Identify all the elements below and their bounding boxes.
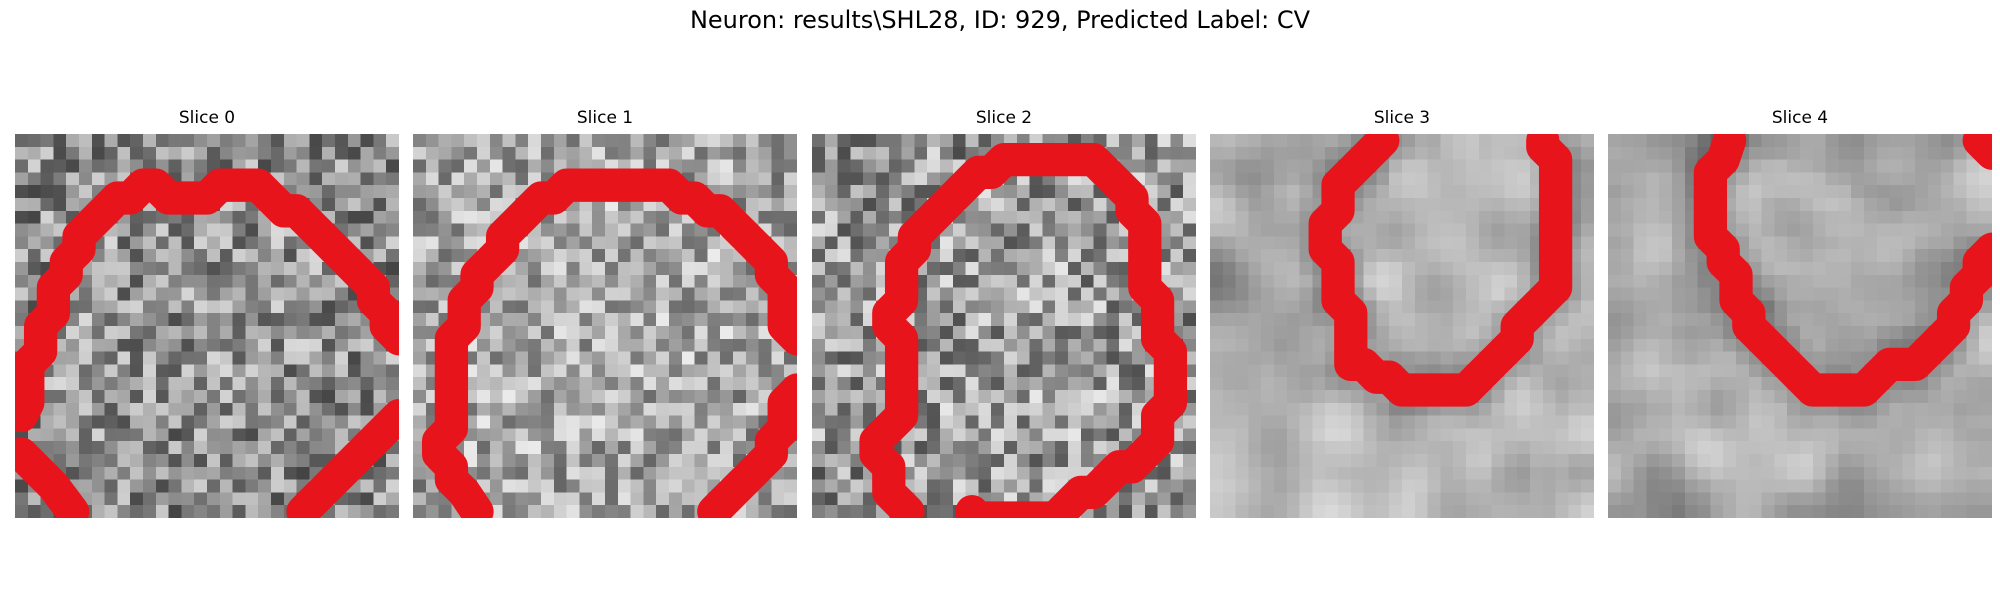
contour-overlay-0 bbox=[15, 168, 399, 518]
segmentation-contour bbox=[1693, 134, 1992, 407]
slice-title-1: Slice 1 bbox=[576, 108, 634, 128]
segmentation-contour bbox=[1308, 134, 1573, 407]
segmentation-contour bbox=[1962, 134, 1992, 170]
segmentation-contour bbox=[697, 373, 797, 518]
slice-title-3: Slice 3 bbox=[1373, 108, 1431, 128]
slice-image-4 bbox=[1608, 134, 1992, 518]
segmentation-contour bbox=[15, 437, 90, 518]
slice-title-0: Slice 0 bbox=[178, 108, 236, 128]
contour-overlay-1 bbox=[421, 168, 797, 518]
segmentation-contour bbox=[859, 142, 1188, 518]
slice-title-2: Slice 2 bbox=[975, 108, 1033, 128]
contour-overlay-3 bbox=[1308, 134, 1573, 407]
segmentation-contour bbox=[286, 398, 399, 518]
segmentation-contour bbox=[15, 168, 399, 433]
slice-title-4: Slice 4 bbox=[1771, 108, 1829, 128]
figure-title: Neuron: results\SHL28, ID: 929, Predicte… bbox=[689, 6, 1311, 34]
contour-overlay-2 bbox=[859, 142, 1188, 518]
segmentation-contour bbox=[421, 168, 797, 518]
contour-overlay-4 bbox=[1693, 134, 1992, 407]
